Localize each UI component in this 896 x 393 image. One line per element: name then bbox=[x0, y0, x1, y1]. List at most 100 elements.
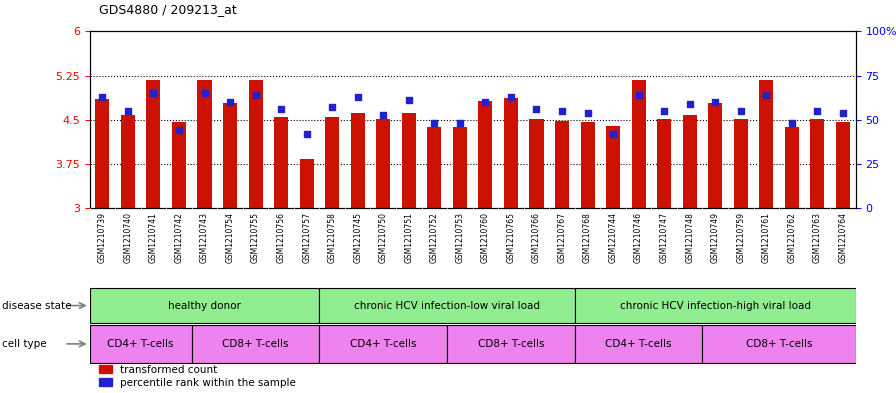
Point bbox=[530, 106, 544, 112]
Text: GSM1210760: GSM1210760 bbox=[481, 212, 490, 263]
Bar bbox=[708, 103, 722, 208]
Point bbox=[248, 92, 263, 98]
Bar bbox=[197, 81, 211, 208]
Bar bbox=[581, 122, 595, 208]
Text: CD4+ T-cells: CD4+ T-cells bbox=[606, 339, 672, 349]
Bar bbox=[836, 122, 850, 208]
Bar bbox=[504, 98, 518, 208]
Point bbox=[350, 94, 365, 100]
Text: GSM1210766: GSM1210766 bbox=[532, 212, 541, 263]
Text: GSM1210756: GSM1210756 bbox=[277, 212, 286, 263]
Point bbox=[606, 131, 620, 137]
Text: GSM1210759: GSM1210759 bbox=[737, 212, 745, 263]
Point bbox=[452, 120, 467, 127]
Bar bbox=[376, 119, 391, 208]
Point bbox=[274, 106, 289, 112]
Bar bbox=[810, 119, 824, 208]
Text: disease state: disease state bbox=[2, 301, 72, 310]
Text: GSM1210762: GSM1210762 bbox=[788, 212, 797, 263]
Text: GSM1210764: GSM1210764 bbox=[839, 212, 848, 263]
Point bbox=[376, 112, 391, 118]
Bar bbox=[325, 117, 340, 208]
Bar bbox=[657, 119, 671, 208]
Point bbox=[632, 92, 646, 98]
Text: GSM1210757: GSM1210757 bbox=[302, 212, 311, 263]
Text: GSM1210754: GSM1210754 bbox=[226, 212, 235, 263]
Text: GSM1210753: GSM1210753 bbox=[455, 212, 464, 263]
Point bbox=[810, 108, 824, 114]
Legend: transformed count, percentile rank within the sample: transformed count, percentile rank withi… bbox=[99, 365, 296, 388]
Bar bbox=[575, 325, 702, 363]
Point bbox=[427, 120, 442, 127]
Bar bbox=[447, 325, 575, 363]
Point bbox=[95, 94, 109, 100]
Bar bbox=[90, 288, 320, 323]
Bar bbox=[401, 113, 416, 208]
Bar bbox=[427, 127, 442, 208]
Text: CD8+ T-cells: CD8+ T-cells bbox=[478, 339, 544, 349]
Point bbox=[759, 92, 773, 98]
Bar bbox=[785, 127, 799, 208]
Bar bbox=[478, 101, 493, 208]
Bar bbox=[223, 103, 237, 208]
Bar bbox=[320, 325, 447, 363]
Bar bbox=[452, 127, 467, 208]
Bar bbox=[90, 325, 192, 363]
Text: chronic HCV infection-low viral load: chronic HCV infection-low viral load bbox=[354, 301, 540, 310]
Text: CD8+ T-cells: CD8+ T-cells bbox=[745, 339, 813, 349]
Point bbox=[197, 90, 211, 97]
Bar bbox=[734, 119, 748, 208]
Text: GSM1210740: GSM1210740 bbox=[124, 212, 133, 263]
Text: GSM1210767: GSM1210767 bbox=[557, 212, 566, 263]
Point bbox=[299, 131, 314, 137]
Text: GSM1210742: GSM1210742 bbox=[175, 212, 184, 263]
Point bbox=[683, 101, 697, 107]
Point bbox=[581, 110, 595, 116]
Bar bbox=[320, 288, 575, 323]
Bar bbox=[530, 119, 544, 208]
Bar bbox=[248, 81, 263, 208]
Bar bbox=[350, 113, 365, 208]
Text: GSM1210743: GSM1210743 bbox=[200, 212, 209, 263]
Bar bbox=[632, 81, 646, 208]
Bar bbox=[274, 117, 289, 208]
Point bbox=[121, 108, 135, 114]
Text: GSM1210751: GSM1210751 bbox=[404, 212, 413, 263]
Text: cell type: cell type bbox=[2, 339, 47, 349]
Text: GSM1210752: GSM1210752 bbox=[430, 212, 439, 263]
Text: GSM1210744: GSM1210744 bbox=[608, 212, 617, 263]
Bar bbox=[702, 325, 856, 363]
Bar bbox=[172, 122, 186, 208]
Text: GSM1210755: GSM1210755 bbox=[251, 212, 260, 263]
Text: GSM1210758: GSM1210758 bbox=[328, 212, 337, 263]
Text: GSM1210748: GSM1210748 bbox=[685, 212, 694, 263]
Text: chronic HCV infection-high viral load: chronic HCV infection-high viral load bbox=[620, 301, 811, 310]
Point bbox=[146, 90, 160, 97]
Point bbox=[504, 94, 518, 100]
Point bbox=[708, 99, 722, 105]
Text: healthy donor: healthy donor bbox=[168, 301, 241, 310]
Bar bbox=[192, 325, 320, 363]
Text: GDS4880 / 209213_at: GDS4880 / 209213_at bbox=[99, 3, 237, 16]
Bar bbox=[146, 80, 160, 208]
Bar bbox=[95, 99, 109, 208]
Text: CD4+ T-cells: CD4+ T-cells bbox=[108, 339, 174, 349]
Text: GSM1210750: GSM1210750 bbox=[379, 212, 388, 263]
Text: GSM1210741: GSM1210741 bbox=[149, 212, 158, 263]
Text: CD8+ T-cells: CD8+ T-cells bbox=[222, 339, 289, 349]
Text: GSM1210749: GSM1210749 bbox=[711, 212, 719, 263]
Point bbox=[836, 110, 850, 116]
Bar bbox=[606, 127, 620, 208]
Point bbox=[478, 99, 493, 105]
Bar bbox=[299, 160, 314, 208]
Text: GSM1210763: GSM1210763 bbox=[813, 212, 822, 263]
Text: GSM1210765: GSM1210765 bbox=[506, 212, 515, 263]
Text: CD4+ T-cells: CD4+ T-cells bbox=[350, 339, 417, 349]
Bar bbox=[683, 115, 697, 208]
Point bbox=[785, 120, 799, 127]
Text: GSM1210768: GSM1210768 bbox=[583, 212, 592, 263]
Bar bbox=[555, 121, 569, 208]
Bar bbox=[121, 115, 135, 208]
Text: GSM1210746: GSM1210746 bbox=[634, 212, 643, 263]
Point bbox=[657, 108, 671, 114]
